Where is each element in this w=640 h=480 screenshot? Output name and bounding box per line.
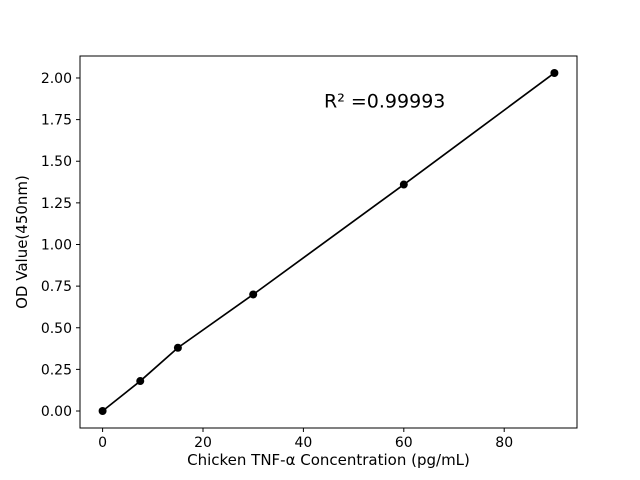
y-tick-label: 0.25 xyxy=(41,362,72,378)
fit-line xyxy=(101,72,556,412)
data-point-marker xyxy=(550,68,559,77)
y-tick-label: 1.25 xyxy=(41,196,72,212)
y-tick-label: 2.00 xyxy=(41,71,72,87)
data-point-marker xyxy=(173,343,182,352)
x-tick-label: 0 xyxy=(98,435,107,451)
y-tick-label: 1.50 xyxy=(41,154,72,170)
data-point-marker xyxy=(249,290,258,299)
y-tick-label: 0.75 xyxy=(41,279,72,295)
x-tick-label: 20 xyxy=(194,435,212,451)
y-tick-label: 1.75 xyxy=(41,113,72,129)
x-tick-label: 40 xyxy=(294,435,312,451)
data-point-marker xyxy=(136,377,145,386)
y-tick-label: 0.50 xyxy=(41,321,72,337)
r-squared-annotation: R² =0.99993 xyxy=(324,90,445,112)
x-axis-label: Chicken TNF-α Concentration (pg/mL) xyxy=(187,451,470,469)
data-point-marker xyxy=(399,180,408,189)
y-tick-label: 0.00 xyxy=(41,404,72,420)
x-tick-label: 80 xyxy=(495,435,513,451)
x-tick-label: 60 xyxy=(395,435,413,451)
y-tick-label: 1.00 xyxy=(41,237,72,253)
plot-frame xyxy=(79,55,578,429)
y-axis-label: OD Value(450nm) xyxy=(13,175,31,309)
data-point-marker xyxy=(98,407,107,416)
